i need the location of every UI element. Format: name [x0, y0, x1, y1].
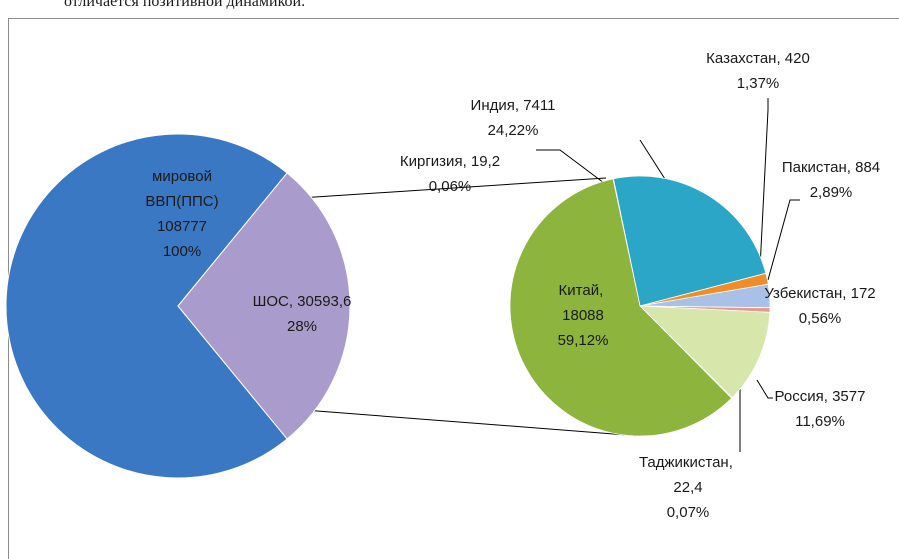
label-part: 2,89% — [810, 184, 853, 201]
label-part: 108777 — [157, 218, 207, 235]
leader-lines — [536, 98, 800, 452]
leader-line — [767, 199, 800, 281]
label-part: Индия — [471, 97, 515, 114]
label-part: 59,12% — [558, 332, 609, 349]
label-part: Узбекистан — [764, 285, 842, 302]
connector — [303, 409, 641, 437]
data-label: Пакистан, 884 2,89% — [782, 159, 880, 201]
data-label: Китай, 18088 59,12% — [558, 282, 609, 349]
label-part: 100% — [163, 243, 201, 260]
label-part: 0,06% — [429, 178, 472, 195]
label-part: , — [824, 388, 832, 405]
label-part: , — [515, 97, 523, 114]
label-part: , — [599, 282, 607, 299]
data-label: Индия, 7411 24,22% — [471, 97, 556, 139]
leader-line — [756, 379, 773, 399]
connector — [299, 177, 607, 199]
data-label: Россия, 3577 11,69% — [775, 388, 866, 430]
label-part: Киргизия — [400, 153, 463, 170]
label-part: ШОС — [253, 293, 289, 310]
leader-line — [536, 149, 605, 184]
label-part: Китай — [559, 282, 600, 299]
label-part: Россия — [775, 388, 824, 405]
label-part: 18088 — [562, 307, 604, 324]
data-label: Таджикистан, 22,4 0,07% — [639, 454, 737, 521]
label-part: Пакистан — [782, 159, 847, 176]
label-part: , — [463, 153, 471, 170]
label-part: Казахстан — [706, 50, 776, 67]
pie-slice — [612, 175, 767, 307]
label-part: 420 — [785, 50, 810, 67]
label-part: ВВП(ППС) — [145, 193, 218, 210]
data-label: ШОС, 30593,6 28% — [253, 293, 352, 335]
label-part: , — [729, 454, 737, 471]
label-part: , — [842, 285, 850, 302]
label-part: мировой — [152, 168, 212, 185]
label-part: 24,22% — [488, 122, 539, 139]
pie-slice — [5, 133, 288, 479]
label-part: 172 — [851, 285, 876, 302]
document-text: отличается позитивной динамикой. — [64, 0, 305, 10]
label-part: 1,37% — [737, 75, 780, 92]
data-label: Киргизия, 19,2 0,06% — [400, 153, 500, 195]
data-label: мировой ВВП(ППС) 108777 100% — [145, 168, 218, 260]
label-part: 3577 — [832, 388, 865, 405]
pie-slice — [638, 305, 771, 399]
label-part: 19,2 — [471, 153, 500, 170]
data-label: Казахстан, 420 1,37% — [706, 50, 810, 92]
label-part: 7411 — [523, 97, 555, 114]
pie-slice — [509, 178, 733, 437]
label-part: Таджикистан — [639, 454, 729, 471]
label-part: 22,4 — [673, 479, 702, 496]
label-part: 28% — [287, 318, 317, 335]
pie-slice — [177, 172, 351, 440]
label-part: , — [776, 50, 784, 67]
label-part: 30593,6 — [297, 293, 351, 310]
label-part: , — [847, 159, 855, 176]
data-label: Узбекистан, 172 0,56% — [764, 285, 875, 327]
connector-lines — [299, 177, 641, 437]
label-part: 0,07% — [667, 504, 710, 521]
label-part: 0,56% — [799, 310, 842, 327]
label-part: , — [289, 293, 297, 310]
leader-line — [759, 98, 769, 269]
label-part: 11,69% — [795, 413, 845, 430]
label-part: 884 — [855, 159, 880, 176]
